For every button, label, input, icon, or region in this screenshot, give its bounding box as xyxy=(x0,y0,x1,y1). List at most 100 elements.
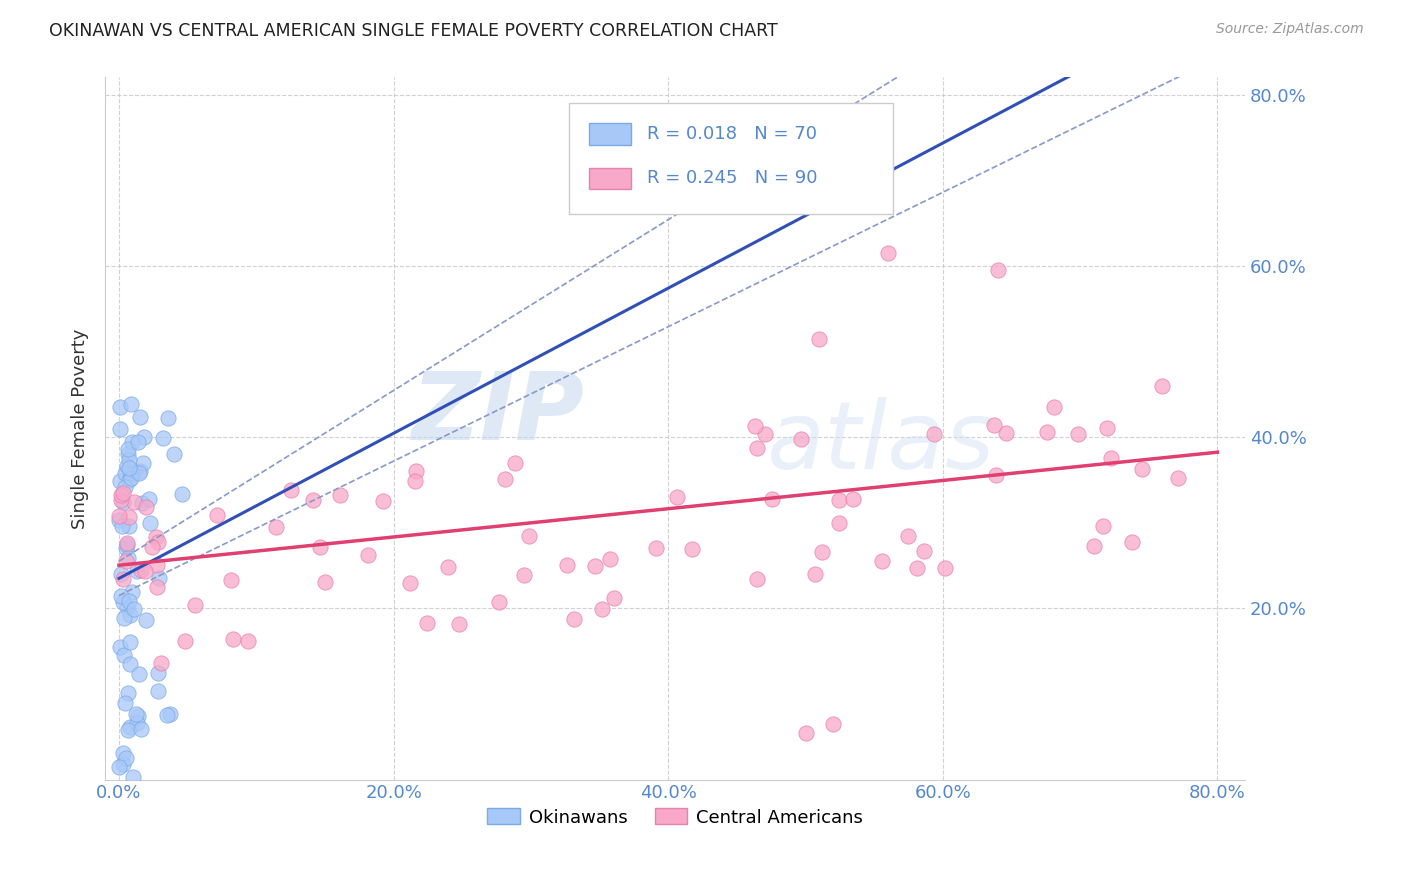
Point xyxy=(897,529,920,543)
Point xyxy=(405,464,427,478)
Point xyxy=(122,464,145,478)
Point xyxy=(934,561,956,575)
Point xyxy=(121,585,143,599)
Point xyxy=(125,564,148,578)
Point xyxy=(118,461,141,475)
Point xyxy=(329,488,352,502)
Text: ZIP: ZIP xyxy=(411,368,583,460)
Point xyxy=(828,516,851,531)
Point xyxy=(115,459,138,474)
Point xyxy=(811,545,834,559)
Point xyxy=(108,640,131,655)
Point xyxy=(131,496,153,510)
Point xyxy=(718,178,741,192)
Y-axis label: Single Female Poverty: Single Female Poverty xyxy=(72,328,89,529)
Point xyxy=(870,554,893,568)
Point xyxy=(120,720,142,734)
Point xyxy=(745,572,768,586)
Point xyxy=(1035,425,1057,439)
Point xyxy=(117,447,139,461)
Point xyxy=(120,397,142,411)
Point xyxy=(513,568,536,582)
Point xyxy=(1042,400,1064,414)
Point xyxy=(118,607,141,622)
Point xyxy=(135,500,157,514)
Point xyxy=(562,612,585,626)
Point xyxy=(603,591,626,606)
Point xyxy=(129,464,152,478)
Point xyxy=(118,453,141,467)
Point xyxy=(922,427,945,442)
Point xyxy=(761,492,783,507)
Point xyxy=(156,707,179,722)
Point xyxy=(983,418,1005,433)
Point xyxy=(789,432,811,446)
Point xyxy=(112,648,135,662)
Point xyxy=(132,430,155,444)
Point xyxy=(170,487,193,501)
Point xyxy=(416,615,439,630)
Point xyxy=(128,409,150,424)
Point xyxy=(754,426,776,441)
Point xyxy=(138,491,160,506)
Point xyxy=(146,558,169,572)
Point xyxy=(114,697,136,711)
Point xyxy=(124,707,146,722)
Point xyxy=(280,483,302,497)
Point xyxy=(112,486,135,500)
Point xyxy=(583,559,606,574)
Point xyxy=(114,466,136,480)
Point xyxy=(110,488,132,502)
Point xyxy=(145,529,167,543)
Point xyxy=(1067,427,1090,442)
Point xyxy=(118,594,141,608)
Point xyxy=(503,456,526,470)
Point xyxy=(110,400,132,414)
Legend: Okinawans, Central Americans: Okinawans, Central Americans xyxy=(479,801,870,834)
Point xyxy=(115,536,138,550)
Point xyxy=(437,560,460,574)
Point xyxy=(146,683,169,698)
Text: Source: ZipAtlas.com: Source: ZipAtlas.com xyxy=(1216,22,1364,37)
Point xyxy=(141,541,163,555)
Point xyxy=(120,657,142,671)
Point xyxy=(994,425,1017,440)
Point xyxy=(108,474,131,488)
Point xyxy=(912,544,935,558)
Point xyxy=(599,552,621,566)
Point xyxy=(984,468,1007,483)
Point xyxy=(494,471,516,485)
Point xyxy=(111,518,134,533)
Point xyxy=(163,447,186,461)
Point xyxy=(1091,519,1114,533)
Point xyxy=(108,422,131,436)
Point xyxy=(804,567,827,582)
Point xyxy=(207,508,229,523)
Point xyxy=(117,442,139,457)
Point xyxy=(131,562,153,576)
Point xyxy=(110,589,132,603)
Point xyxy=(120,466,142,480)
Point xyxy=(740,199,762,213)
Point xyxy=(821,717,844,731)
Point xyxy=(118,518,141,533)
Point xyxy=(314,574,336,589)
Point xyxy=(128,667,150,681)
Point xyxy=(120,471,142,485)
Point xyxy=(112,572,135,586)
Point xyxy=(148,571,170,585)
Point xyxy=(152,431,174,445)
Point xyxy=(118,510,141,524)
Point xyxy=(134,564,156,578)
Text: atlas: atlas xyxy=(766,397,994,488)
Point xyxy=(128,466,150,480)
Point xyxy=(174,634,197,648)
Point xyxy=(1167,471,1189,485)
Point xyxy=(1130,462,1153,476)
Point xyxy=(159,707,181,722)
Point xyxy=(108,759,131,773)
Point xyxy=(122,770,145,784)
Point xyxy=(112,495,135,509)
Point xyxy=(112,610,135,624)
Point xyxy=(828,493,851,508)
